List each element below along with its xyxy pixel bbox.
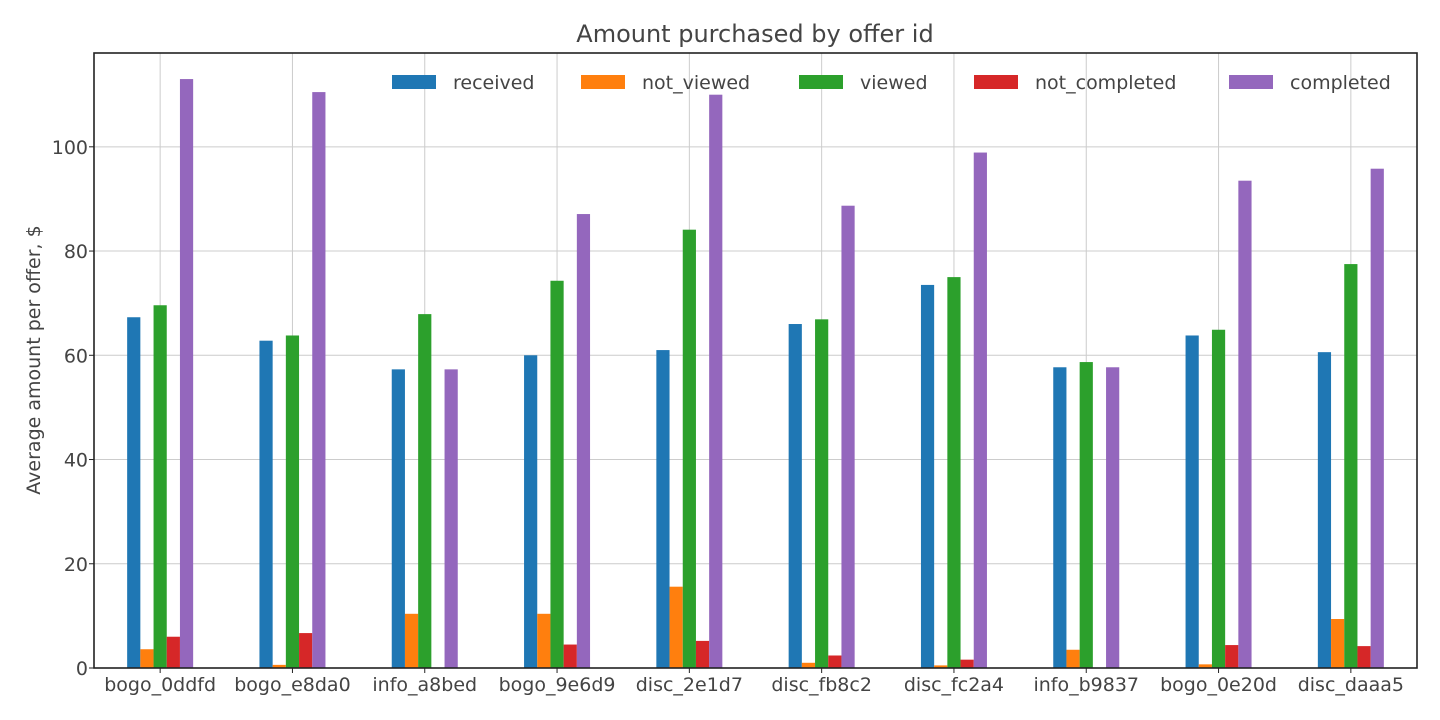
bar-not-viewed bbox=[1066, 649, 1080, 668]
bar-received bbox=[920, 284, 935, 668]
bar-completed bbox=[973, 152, 987, 668]
bar-not-completed bbox=[828, 655, 842, 668]
bar-received bbox=[1053, 367, 1067, 668]
bar-completed bbox=[179, 79, 194, 668]
legend-swatch-viewed bbox=[799, 75, 843, 89]
bar-not-viewed bbox=[537, 613, 551, 668]
bar-received bbox=[524, 355, 538, 668]
legend-label: not_viewed bbox=[642, 72, 750, 94]
plot-frame bbox=[93, 52, 1418, 669]
bars bbox=[127, 79, 1384, 669]
x-tick-label: disc_daaa5 bbox=[1298, 674, 1404, 696]
bar-not-viewed bbox=[272, 664, 286, 668]
legend-label: not_completed bbox=[1035, 72, 1176, 94]
bar-received bbox=[391, 369, 405, 668]
bar-not-completed bbox=[1225, 645, 1239, 668]
bar-not-viewed bbox=[1331, 619, 1345, 668]
legend: received not_viewed viewed not_completed com… bbox=[392, 72, 1391, 94]
bar-not-completed bbox=[299, 633, 313, 668]
bar-completed bbox=[1238, 180, 1252, 668]
x-tick-label: bogo_9e6d9 bbox=[499, 674, 616, 696]
legend-swatch-not-viewed bbox=[581, 75, 625, 89]
bar-completed bbox=[312, 92, 326, 668]
bar-not-viewed bbox=[669, 586, 683, 668]
x-tick-label: info_a8bed bbox=[372, 674, 477, 696]
bar-not-viewed bbox=[140, 649, 154, 668]
bar-viewed bbox=[285, 335, 300, 668]
bar-viewed bbox=[1344, 264, 1358, 668]
bar-viewed bbox=[682, 229, 696, 669]
bar-viewed bbox=[815, 319, 829, 668]
bar-completed bbox=[841, 205, 855, 668]
bar-not-completed bbox=[1357, 646, 1371, 668]
y-tick-label: 40 bbox=[64, 450, 88, 472]
y-tick-label: 20 bbox=[64, 554, 88, 576]
bar-received bbox=[656, 350, 670, 668]
bar-not-completed bbox=[960, 659, 974, 668]
bar-viewed bbox=[153, 305, 167, 668]
x-tick-label: info_b9837 bbox=[1033, 674, 1139, 696]
bar-viewed bbox=[418, 314, 432, 668]
legend-swatch-received bbox=[392, 75, 436, 89]
y-tick-label: 0 bbox=[76, 658, 88, 680]
bar-received bbox=[1185, 335, 1199, 668]
bar-viewed bbox=[1211, 329, 1226, 668]
x-tick-label: bogo_e8da0 bbox=[234, 674, 350, 696]
bar-not-viewed bbox=[404, 613, 419, 668]
bar-not-completed bbox=[695, 640, 710, 668]
bar-viewed bbox=[947, 277, 961, 668]
x-tick-label: disc_fb8c2 bbox=[771, 674, 872, 696]
bar-received bbox=[259, 340, 273, 668]
bar-not-viewed bbox=[934, 665, 948, 668]
bar-viewed bbox=[1079, 362, 1093, 668]
legend-label: received bbox=[453, 72, 535, 94]
bar-completed bbox=[576, 214, 591, 668]
bar-completed bbox=[1370, 168, 1384, 669]
bar-completed bbox=[709, 94, 723, 668]
legend-label: completed bbox=[1290, 72, 1391, 94]
bar-received bbox=[127, 317, 141, 668]
x-tick-label: bogo_0e20d bbox=[1160, 674, 1277, 696]
legend-label: viewed bbox=[860, 72, 928, 94]
bar-not-completed bbox=[166, 636, 180, 668]
legend-swatch-completed bbox=[1229, 75, 1273, 89]
bar-not-viewed bbox=[1198, 664, 1212, 668]
bar-viewed bbox=[550, 280, 564, 668]
y-tick-label: 100 bbox=[52, 137, 88, 159]
y-tick-label: 60 bbox=[64, 345, 88, 367]
x-tick-label: disc_fc2a4 bbox=[904, 674, 1004, 696]
x-tick-label: disc_2e1d7 bbox=[636, 674, 743, 696]
y-tick-label: 80 bbox=[64, 241, 88, 263]
bar-received bbox=[788, 324, 802, 668]
bar-not-completed bbox=[563, 644, 577, 668]
x-tick-label: bogo_0ddfd bbox=[104, 674, 216, 696]
axes: 0 20 40 60 80 100 bogo_0ddfd bogo_e8da0 info_a8b… bbox=[52, 52, 1418, 696]
legend-swatch-not-completed bbox=[974, 75, 1018, 89]
chart-title: Amount purchased by offer id bbox=[576, 20, 933, 48]
bar-completed bbox=[444, 369, 458, 668]
bar-completed bbox=[1106, 367, 1120, 668]
y-axis-label: Average amount per offer, $ bbox=[23, 225, 45, 494]
bar-received bbox=[1317, 352, 1332, 668]
bar-not-viewed bbox=[801, 662, 816, 668]
